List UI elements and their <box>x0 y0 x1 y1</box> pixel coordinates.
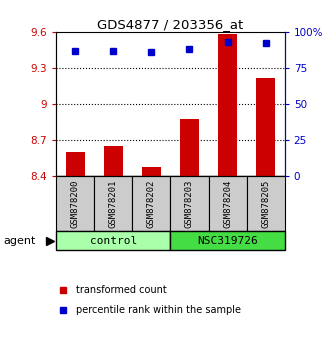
Text: NSC319726: NSC319726 <box>197 236 258 246</box>
Text: transformed count: transformed count <box>76 285 167 295</box>
Bar <box>180 119 199 176</box>
Bar <box>132 176 170 231</box>
Bar <box>218 34 237 176</box>
Text: agent: agent <box>3 236 36 246</box>
Text: GSM878203: GSM878203 <box>185 179 194 228</box>
Bar <box>209 176 247 231</box>
Text: GSM878202: GSM878202 <box>147 179 156 228</box>
Text: control: control <box>90 236 137 246</box>
Bar <box>104 146 123 176</box>
Bar <box>247 176 285 231</box>
Text: percentile rank within the sample: percentile rank within the sample <box>76 305 241 315</box>
Bar <box>170 231 285 250</box>
Bar <box>170 176 209 231</box>
Text: GSM878204: GSM878204 <box>223 179 232 228</box>
Text: GSM878201: GSM878201 <box>109 179 118 228</box>
Bar <box>56 231 170 250</box>
Bar <box>142 167 161 176</box>
Text: GSM878205: GSM878205 <box>261 179 270 228</box>
Bar <box>56 176 94 231</box>
Text: GSM878200: GSM878200 <box>71 179 80 228</box>
Bar <box>256 78 275 176</box>
Bar <box>94 176 132 231</box>
Title: GDS4877 / 203356_at: GDS4877 / 203356_at <box>97 18 244 31</box>
Bar <box>66 152 85 176</box>
